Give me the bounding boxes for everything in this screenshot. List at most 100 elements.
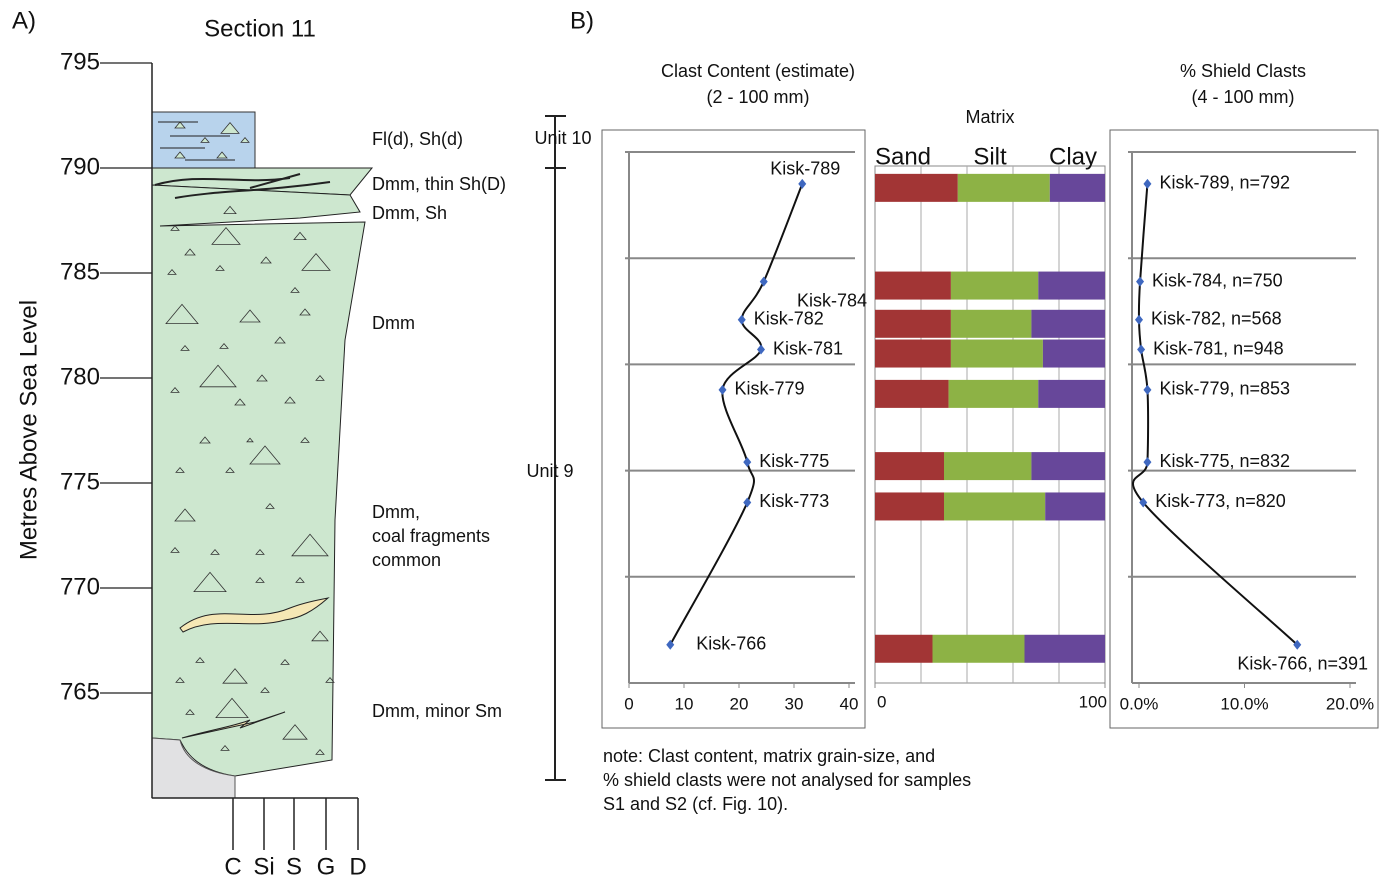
chart-title: Clast Content (estimate) <box>661 61 855 81</box>
point-label: Kisk-775, n=832 <box>1159 451 1290 471</box>
data-point <box>743 457 752 468</box>
bar-segment <box>1031 452 1105 481</box>
y-tick-label: 765 <box>60 678 100 705</box>
bar-segment <box>875 379 949 408</box>
clast-triangle <box>249 445 281 465</box>
clast-triangle <box>174 508 196 522</box>
clast-triangle <box>165 303 199 324</box>
data-point <box>1143 384 1152 395</box>
data-point <box>798 178 807 189</box>
facies-label: Fl(d), Sh(d) <box>372 129 463 149</box>
clast-triangle <box>300 436 310 443</box>
clast-triangle <box>260 686 270 693</box>
bar-segment <box>875 271 951 300</box>
log-title: Section 11 <box>204 15 316 42</box>
clast-triangle <box>246 437 254 443</box>
clast-triangle <box>219 342 229 349</box>
bar-segment <box>875 339 951 368</box>
chart-title: % Shield Clasts <box>1180 61 1306 81</box>
point-label: Kisk-779 <box>735 379 805 399</box>
clast-triangle <box>255 548 265 555</box>
clast-triangle <box>301 252 331 271</box>
sm-lens <box>181 711 286 739</box>
legend-label: Silt <box>973 143 1007 170</box>
facies-label: Dmm <box>372 313 415 333</box>
x-tick-label: 40 <box>840 694 859 713</box>
clast-triangle <box>299 308 311 316</box>
facies-label: Dmm, <box>372 502 420 522</box>
clast-triangle <box>210 548 220 555</box>
y-tick-label: 770 <box>60 573 100 600</box>
data-point <box>759 276 768 287</box>
y-tick-label: 790 <box>60 153 100 180</box>
clast-triangle <box>215 264 225 271</box>
clast-triangle <box>170 546 180 553</box>
coal-lens <box>179 597 330 633</box>
grain-label: G <box>317 853 336 879</box>
clast-triangle <box>223 205 237 214</box>
clast-triangle <box>195 656 205 663</box>
clast-triangle <box>222 668 248 684</box>
data-point <box>737 314 746 325</box>
clast-triangle <box>211 226 241 245</box>
clast-triangle <box>175 466 185 473</box>
x-tick-label: 20.0% <box>1326 694 1374 713</box>
clast-triangle <box>199 436 211 444</box>
chart-title: Matrix <box>966 107 1015 127</box>
legend-label: Sand <box>875 143 931 170</box>
bar-segment <box>875 173 958 202</box>
point-label: Kisk-766, n=391 <box>1237 654 1368 674</box>
plot-frame <box>874 165 1106 684</box>
clast-triangle <box>180 344 190 351</box>
x-tick-label: 10 <box>675 694 694 713</box>
clast-triangle <box>220 121 240 134</box>
clast-triangle <box>216 151 228 159</box>
chart-subtitle: (4 - 100 mm) <box>1191 87 1294 107</box>
clast-triangle <box>200 136 210 143</box>
bar-segment <box>944 492 1046 521</box>
x-tick-label: 0 <box>877 692 886 711</box>
point-label: Kisk-782, n=568 <box>1151 309 1282 329</box>
clast-triangle <box>291 533 329 557</box>
y-axis-label: Metres Above Sea Level <box>15 300 42 560</box>
clast-triangle <box>170 224 180 231</box>
data-point <box>1143 178 1152 189</box>
point-label: Kisk-773 <box>759 491 829 511</box>
note-line: S1 and S2 (cf. Fig. 10). <box>603 794 788 814</box>
data-point <box>1136 276 1145 287</box>
bar-segment <box>1042 339 1105 368</box>
grain-label: C <box>224 853 241 879</box>
clast-triangle <box>170 386 180 393</box>
clast-triangle <box>174 151 186 159</box>
bar-segment <box>948 379 1039 408</box>
clast-triangle <box>193 571 227 592</box>
clast-triangle <box>220 744 230 751</box>
y-tick-label: 795 <box>60 48 100 75</box>
y-tick-label: 775 <box>60 468 100 495</box>
clast-triangle <box>284 396 296 404</box>
clast-triangle <box>174 121 186 129</box>
clast-triangle <box>255 576 265 583</box>
bar-segment <box>1031 309 1105 338</box>
clast-triangle <box>260 256 272 264</box>
clast-triangle <box>167 268 177 275</box>
clast-triangle <box>315 374 325 381</box>
clast-triangle <box>282 724 308 740</box>
point-label: Kisk-766 <box>696 634 766 654</box>
clast-triangle <box>315 748 325 755</box>
strat-log <box>151 63 374 799</box>
clast-triangle <box>311 630 329 642</box>
bar-segment <box>875 634 933 663</box>
facies-label: Dmm, Sh <box>372 203 447 223</box>
unit-label: Unit 10 <box>534 128 591 148</box>
bar-segment <box>875 452 944 481</box>
x-tick-label: 100 <box>1079 692 1107 711</box>
x-tick-label: 30 <box>785 694 804 713</box>
clast-triangle <box>290 286 300 293</box>
point-label: Kisk-784 <box>797 290 867 310</box>
data-point <box>1137 344 1146 355</box>
data-point <box>718 384 727 395</box>
bar-segment <box>950 339 1043 368</box>
x-tick-label: 0.0% <box>1120 694 1159 713</box>
